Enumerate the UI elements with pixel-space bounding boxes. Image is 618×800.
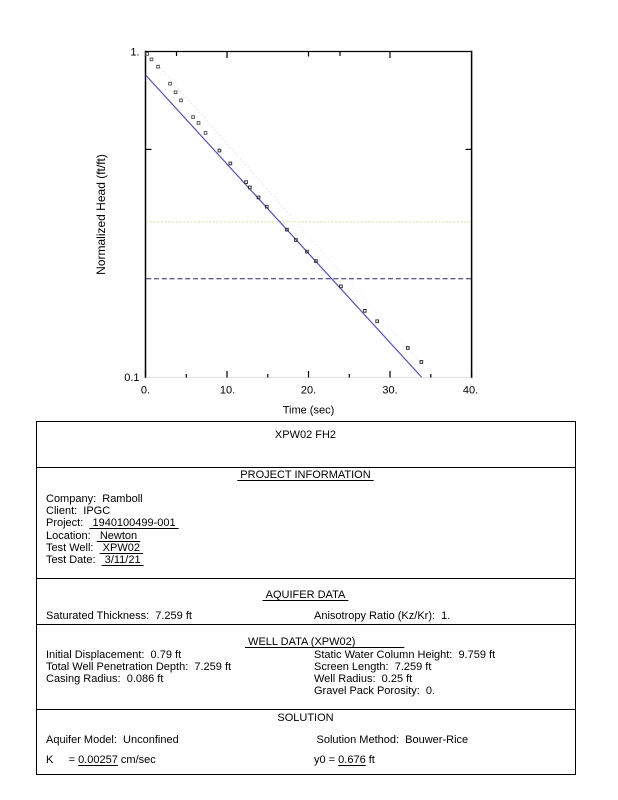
svg-text:30.: 30. [382,385,397,397]
svg-text:40.: 40. [463,385,478,397]
svg-text:1.: 1. [130,47,139,59]
svg-text:20.: 20. [301,385,316,397]
svg-text:Normalized Head (ft/ft): Normalized Head (ft/ft) [94,154,108,275]
svg-text:Time (sec): Time (sec) [283,405,335,417]
svg-text:0.1: 0.1 [124,372,139,384]
svg-text:10.: 10. [220,385,235,397]
svg-text:0.: 0. [141,385,150,397]
